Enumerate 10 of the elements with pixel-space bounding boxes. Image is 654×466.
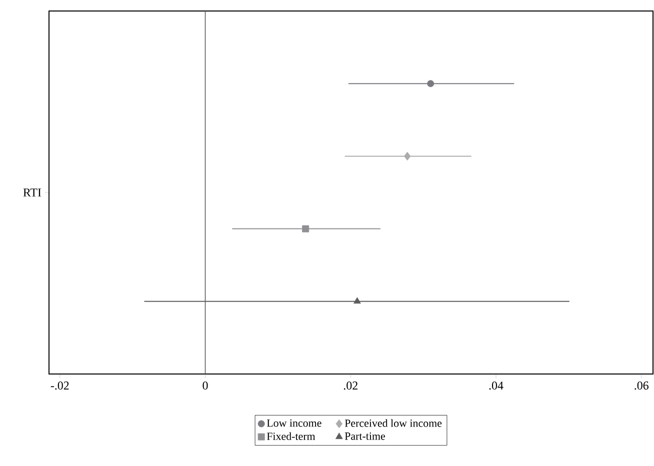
legend-label: Perceived low income	[344, 419, 442, 427]
legend-label: Low income	[266, 419, 322, 427]
legend-label: Part-time	[344, 432, 385, 440]
y-tick-label: RTI	[23, 188, 42, 196]
x-tick-label: 0	[202, 382, 208, 390]
x-tick-label: .02	[344, 382, 358, 390]
legend-label: Fixed-term	[266, 432, 316, 440]
x-tick-label: .04	[489, 382, 504, 390]
x-tick-label: .06	[634, 382, 648, 390]
x-tick-label: -.02	[50, 382, 69, 390]
